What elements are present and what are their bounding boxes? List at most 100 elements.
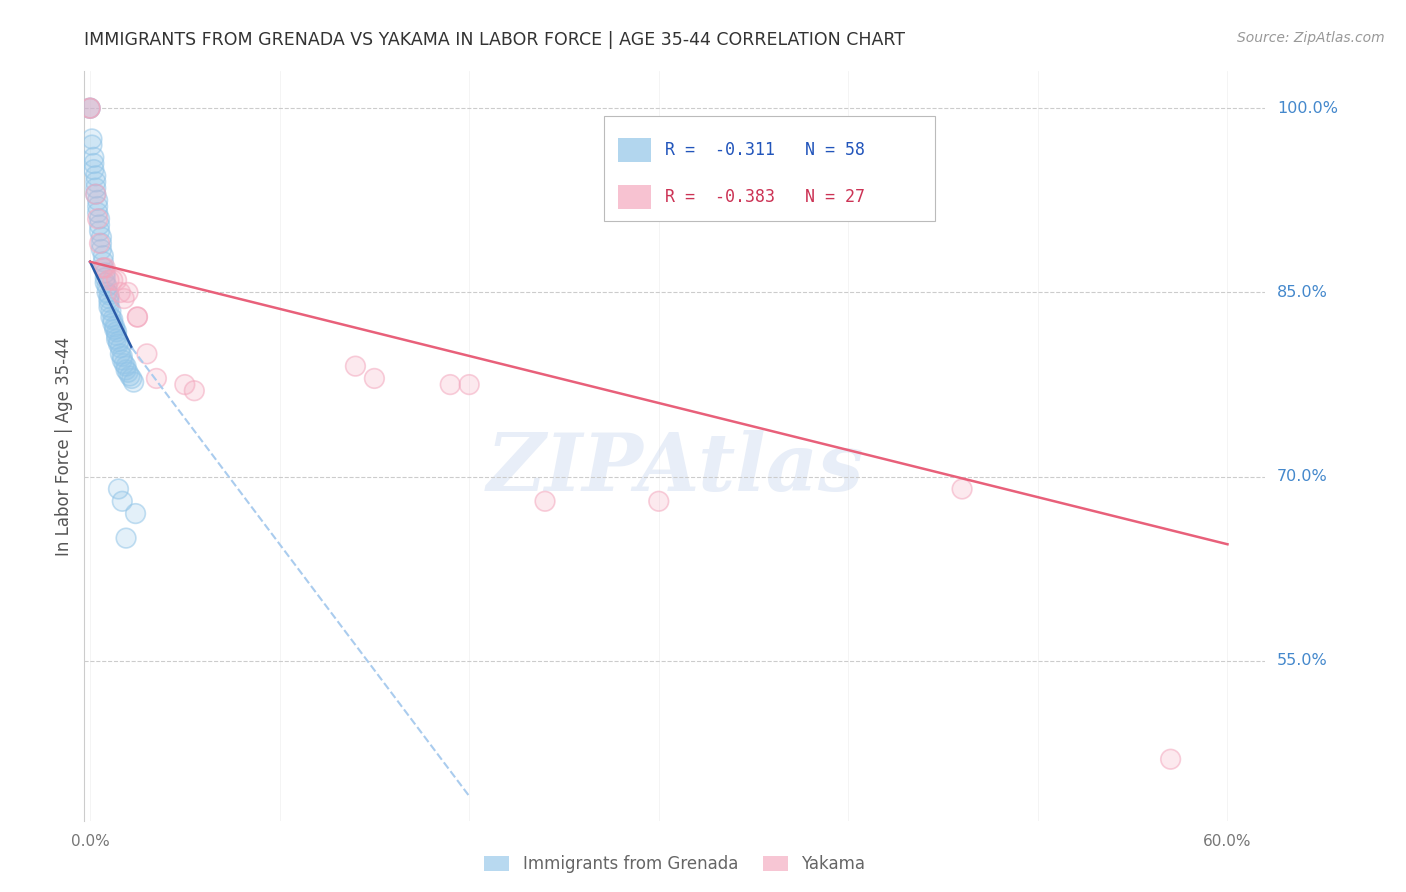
Point	[83, 162, 105, 177]
Point	[86, 211, 108, 226]
Point	[83, 150, 105, 164]
Point	[104, 322, 127, 336]
Point	[115, 359, 138, 373]
Text: IMMIGRANTS FROM GRENADA VS YAKAMA IN LABOR FORCE | AGE 35-44 CORRELATION CHART: IMMIGRANTS FROM GRENADA VS YAKAMA IN LAB…	[84, 31, 905, 49]
Point	[86, 199, 108, 213]
Point	[98, 288, 121, 302]
Point	[122, 375, 145, 389]
Point	[117, 285, 139, 300]
Point	[110, 347, 132, 361]
Point	[80, 138, 103, 153]
Point	[950, 482, 973, 496]
Point	[91, 254, 114, 268]
Point	[107, 337, 129, 351]
Point	[110, 285, 132, 300]
Point	[111, 349, 134, 363]
Point	[79, 101, 101, 115]
Point	[111, 349, 134, 363]
Point	[439, 377, 461, 392]
Point	[89, 236, 111, 251]
Point	[84, 187, 107, 202]
Point	[94, 276, 117, 290]
Point	[90, 230, 112, 244]
Point	[79, 101, 101, 115]
Point	[115, 359, 138, 373]
Point	[83, 162, 105, 177]
Point	[83, 150, 105, 164]
Point	[79, 101, 101, 115]
Point	[648, 494, 671, 508]
Point	[105, 325, 128, 339]
Point	[98, 273, 121, 287]
Point	[173, 377, 195, 392]
Point	[104, 319, 127, 334]
Point	[363, 371, 385, 385]
Point	[127, 310, 149, 324]
Point	[112, 357, 135, 371]
Point	[110, 341, 132, 355]
Point	[96, 279, 118, 293]
Point	[135, 347, 157, 361]
Point	[79, 101, 101, 115]
Point	[115, 531, 138, 545]
Point	[124, 507, 146, 521]
Point	[79, 101, 101, 115]
Point	[91, 260, 114, 275]
Point	[101, 273, 124, 287]
Point	[105, 273, 128, 287]
Point	[89, 218, 111, 232]
Point	[117, 365, 139, 379]
Point	[98, 300, 121, 314]
Point	[112, 357, 135, 371]
Text: Source: ZipAtlas.com: Source: ZipAtlas.com	[1237, 31, 1385, 45]
Point	[91, 249, 114, 263]
Text: ZIPAtlas: ZIPAtlas	[486, 430, 863, 508]
Point	[101, 273, 124, 287]
Point	[183, 384, 205, 398]
Point	[94, 270, 117, 285]
Point	[84, 187, 107, 202]
Point	[115, 531, 138, 545]
Point	[84, 187, 107, 202]
Text: 70.0%: 70.0%	[1277, 469, 1327, 484]
Point	[89, 224, 111, 238]
Point	[89, 218, 111, 232]
Point	[96, 285, 118, 300]
Point	[534, 494, 557, 508]
Point	[104, 319, 127, 334]
Text: 85.0%: 85.0%	[1277, 285, 1329, 300]
Point	[86, 194, 108, 208]
Point	[111, 494, 134, 508]
Point	[98, 295, 121, 310]
Point	[183, 384, 205, 398]
Point	[950, 482, 973, 496]
Point	[91, 254, 114, 268]
Legend: Immigrants from Grenada, Yakama: Immigrants from Grenada, Yakama	[478, 848, 872, 880]
Point	[121, 371, 143, 385]
Point	[107, 334, 129, 349]
Point	[111, 353, 134, 368]
Point	[98, 295, 121, 310]
Point	[90, 243, 112, 257]
Point	[100, 310, 122, 324]
Point	[115, 363, 138, 377]
Point	[98, 288, 121, 302]
Point	[112, 292, 135, 306]
Point	[89, 211, 111, 226]
Point	[84, 181, 107, 195]
Point	[79, 101, 101, 115]
Point	[86, 211, 108, 226]
Point	[111, 353, 134, 368]
Point	[1160, 752, 1182, 766]
Point	[107, 337, 129, 351]
Point	[105, 332, 128, 346]
FancyBboxPatch shape	[605, 116, 935, 221]
Point	[100, 304, 122, 318]
Point	[173, 377, 195, 392]
Point	[86, 205, 108, 219]
Bar	[619, 185, 651, 209]
Point	[117, 365, 139, 379]
Y-axis label: In Labor Force | Age 35-44: In Labor Force | Age 35-44	[55, 336, 73, 556]
Point	[96, 279, 118, 293]
Point	[84, 175, 107, 189]
